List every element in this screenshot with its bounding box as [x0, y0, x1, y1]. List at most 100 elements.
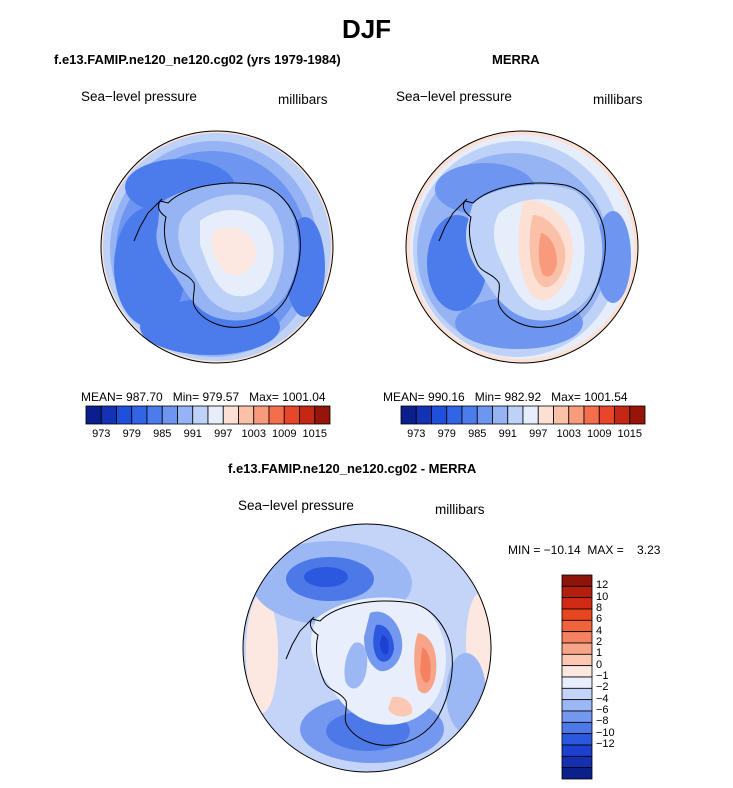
colorbar-swatch	[253, 405, 270, 425]
panel-diff-title: f.e13.FAMIP.ne120_ne120.cg02 - MERRA	[228, 461, 477, 476]
colorbar-swatch	[561, 710, 593, 723]
panel-diff-variable: Sea−level pressure	[238, 498, 354, 513]
colorbar-swatch	[268, 405, 285, 425]
colorbar-swatch	[415, 405, 432, 425]
colorbar-tick-label: 997	[529, 428, 548, 440]
colorbar-swatch	[192, 405, 209, 425]
colorbar-tick-label: 1	[596, 647, 603, 660]
colorbar-swatch	[561, 665, 593, 678]
colorbar-swatch	[561, 619, 593, 633]
panel-model-units: millibars	[278, 92, 328, 107]
colorbar-tick-label: 997	[214, 428, 233, 440]
colorbar-swatch	[561, 642, 593, 655]
colorbar-swatch	[85, 405, 102, 425]
colorbar-swatch	[561, 608, 593, 621]
colorbar-tick-label: 12	[596, 579, 609, 592]
colorbar-tick-label: 2	[596, 636, 603, 648]
panel-merra-variable: Sea−level pressure	[396, 89, 512, 104]
panel-diff-stats: MIN = −10.14 MAX = 3.23	[508, 543, 661, 557]
panel-merra-title: MERRA	[492, 52, 540, 67]
colorbar-swatch	[207, 405, 224, 425]
colorbar-swatch	[222, 405, 239, 425]
colorbar-tick-label: 985	[153, 428, 172, 440]
colorbar-swatch	[568, 405, 585, 425]
panel-diff-units: millibars	[435, 502, 485, 517]
colorbar-merra	[400, 405, 646, 425]
colorbar-swatch	[561, 699, 593, 712]
colorbar-tick-label: −2	[596, 681, 609, 694]
colorbar-swatch	[561, 744, 593, 757]
colorbar-swatch	[446, 405, 463, 425]
colorbar-model	[85, 405, 331, 425]
colorbar-tick-label: 973	[407, 428, 426, 440]
colorbar-tick-label: 985	[468, 428, 487, 440]
colorbar-swatch	[561, 767, 593, 780]
colorbar-swatch	[561, 574, 593, 587]
colorbar-swatch	[561, 597, 593, 610]
colorbar-swatch	[561, 755, 593, 769]
colorbar-swatch	[461, 405, 478, 425]
colorbar-swatch	[299, 405, 316, 425]
page-title: DJF	[341, 14, 392, 44]
colorbar-swatch	[629, 405, 646, 425]
colorbar-diff-ticks: 12 10 8 6 4 2 1 0 −1 −2 −4 −6 −8 −10 −12	[596, 575, 636, 779]
colorbar-swatch	[561, 733, 593, 746]
colorbar-swatch	[177, 405, 194, 425]
colorbar-tick-label: 4	[596, 624, 603, 637]
colorbar-swatch	[561, 687, 593, 701]
panel-merra-units: millibars	[593, 92, 643, 107]
colorbar-swatch	[400, 405, 417, 425]
colorbar-tick-label: 991	[498, 428, 517, 440]
map-merra	[405, 130, 639, 364]
colorbar-swatch	[561, 585, 593, 599]
colorbar-swatch	[492, 405, 509, 425]
colorbar-tick-label: 10	[596, 590, 609, 603]
map-diff	[242, 523, 492, 773]
panel-model-title: f.e13.FAMIP.ne120_ne120.cg02 (yrs 1979-1…	[54, 52, 341, 67]
colorbar-swatch	[553, 405, 570, 425]
colorbar-swatch	[561, 653, 593, 667]
colorbar-swatch	[283, 405, 300, 425]
colorbar-tick-label: 991	[183, 428, 202, 440]
colorbar-swatch	[238, 405, 255, 425]
panel-merra-stats: MEAN= 990.16 Min= 982.92 Max= 1001.54	[383, 390, 628, 404]
colorbar-swatch	[116, 405, 133, 425]
colorbar-tick-label: 1009	[272, 428, 297, 440]
colorbar-diff	[561, 574, 593, 780]
colorbar-swatch	[583, 405, 600, 425]
colorbar-tick-label: −1	[596, 670, 609, 682]
colorbar-tick-label: 1009	[587, 428, 612, 440]
colorbar-tick-label: −8	[596, 715, 609, 728]
colorbar-swatch	[476, 405, 493, 425]
map-model	[100, 130, 334, 364]
panel-model-variable: Sea−level pressure	[81, 89, 197, 104]
colorbar-swatch	[100, 405, 117, 425]
colorbar-swatch	[314, 405, 331, 425]
colorbar-swatch	[507, 405, 524, 425]
colorbar-tick-label: 1003	[241, 428, 266, 440]
colorbar-tick-label: 0	[596, 658, 603, 671]
colorbar-tick-label: 979	[437, 428, 456, 440]
colorbar-swatch	[146, 405, 163, 425]
colorbar-model-ticks: 973 979 985 991 997 1003 1009 1015	[86, 428, 330, 442]
colorbar-tick-label: 979	[122, 428, 141, 440]
colorbar-swatch	[161, 405, 178, 425]
colorbar-swatch	[561, 631, 593, 644]
colorbar-tick-label: −6	[596, 704, 609, 716]
colorbar-tick-label: 973	[92, 428, 111, 440]
colorbar-swatch	[131, 405, 148, 425]
colorbar-swatch	[537, 405, 554, 425]
colorbar-swatch	[522, 405, 539, 425]
colorbar-merra-ticks: 973 979 985 991 997 1003 1009 1015	[401, 428, 645, 442]
colorbar-swatch	[614, 405, 631, 425]
panel-model-stats: MEAN= 987.70 Min= 979.57 Max= 1001.04	[81, 390, 326, 404]
colorbar-tick-label: −10	[596, 726, 615, 739]
colorbar-tick-label: 1003	[556, 428, 581, 440]
colorbar-tick-label: −4	[596, 692, 609, 705]
colorbar-swatch	[561, 676, 593, 689]
colorbar-swatch	[561, 721, 593, 735]
colorbar-tick-label: −12	[596, 738, 615, 750]
colorbar-swatch	[598, 405, 615, 425]
colorbar-tick-label: 1015	[302, 428, 327, 440]
colorbar-swatch	[431, 405, 448, 425]
